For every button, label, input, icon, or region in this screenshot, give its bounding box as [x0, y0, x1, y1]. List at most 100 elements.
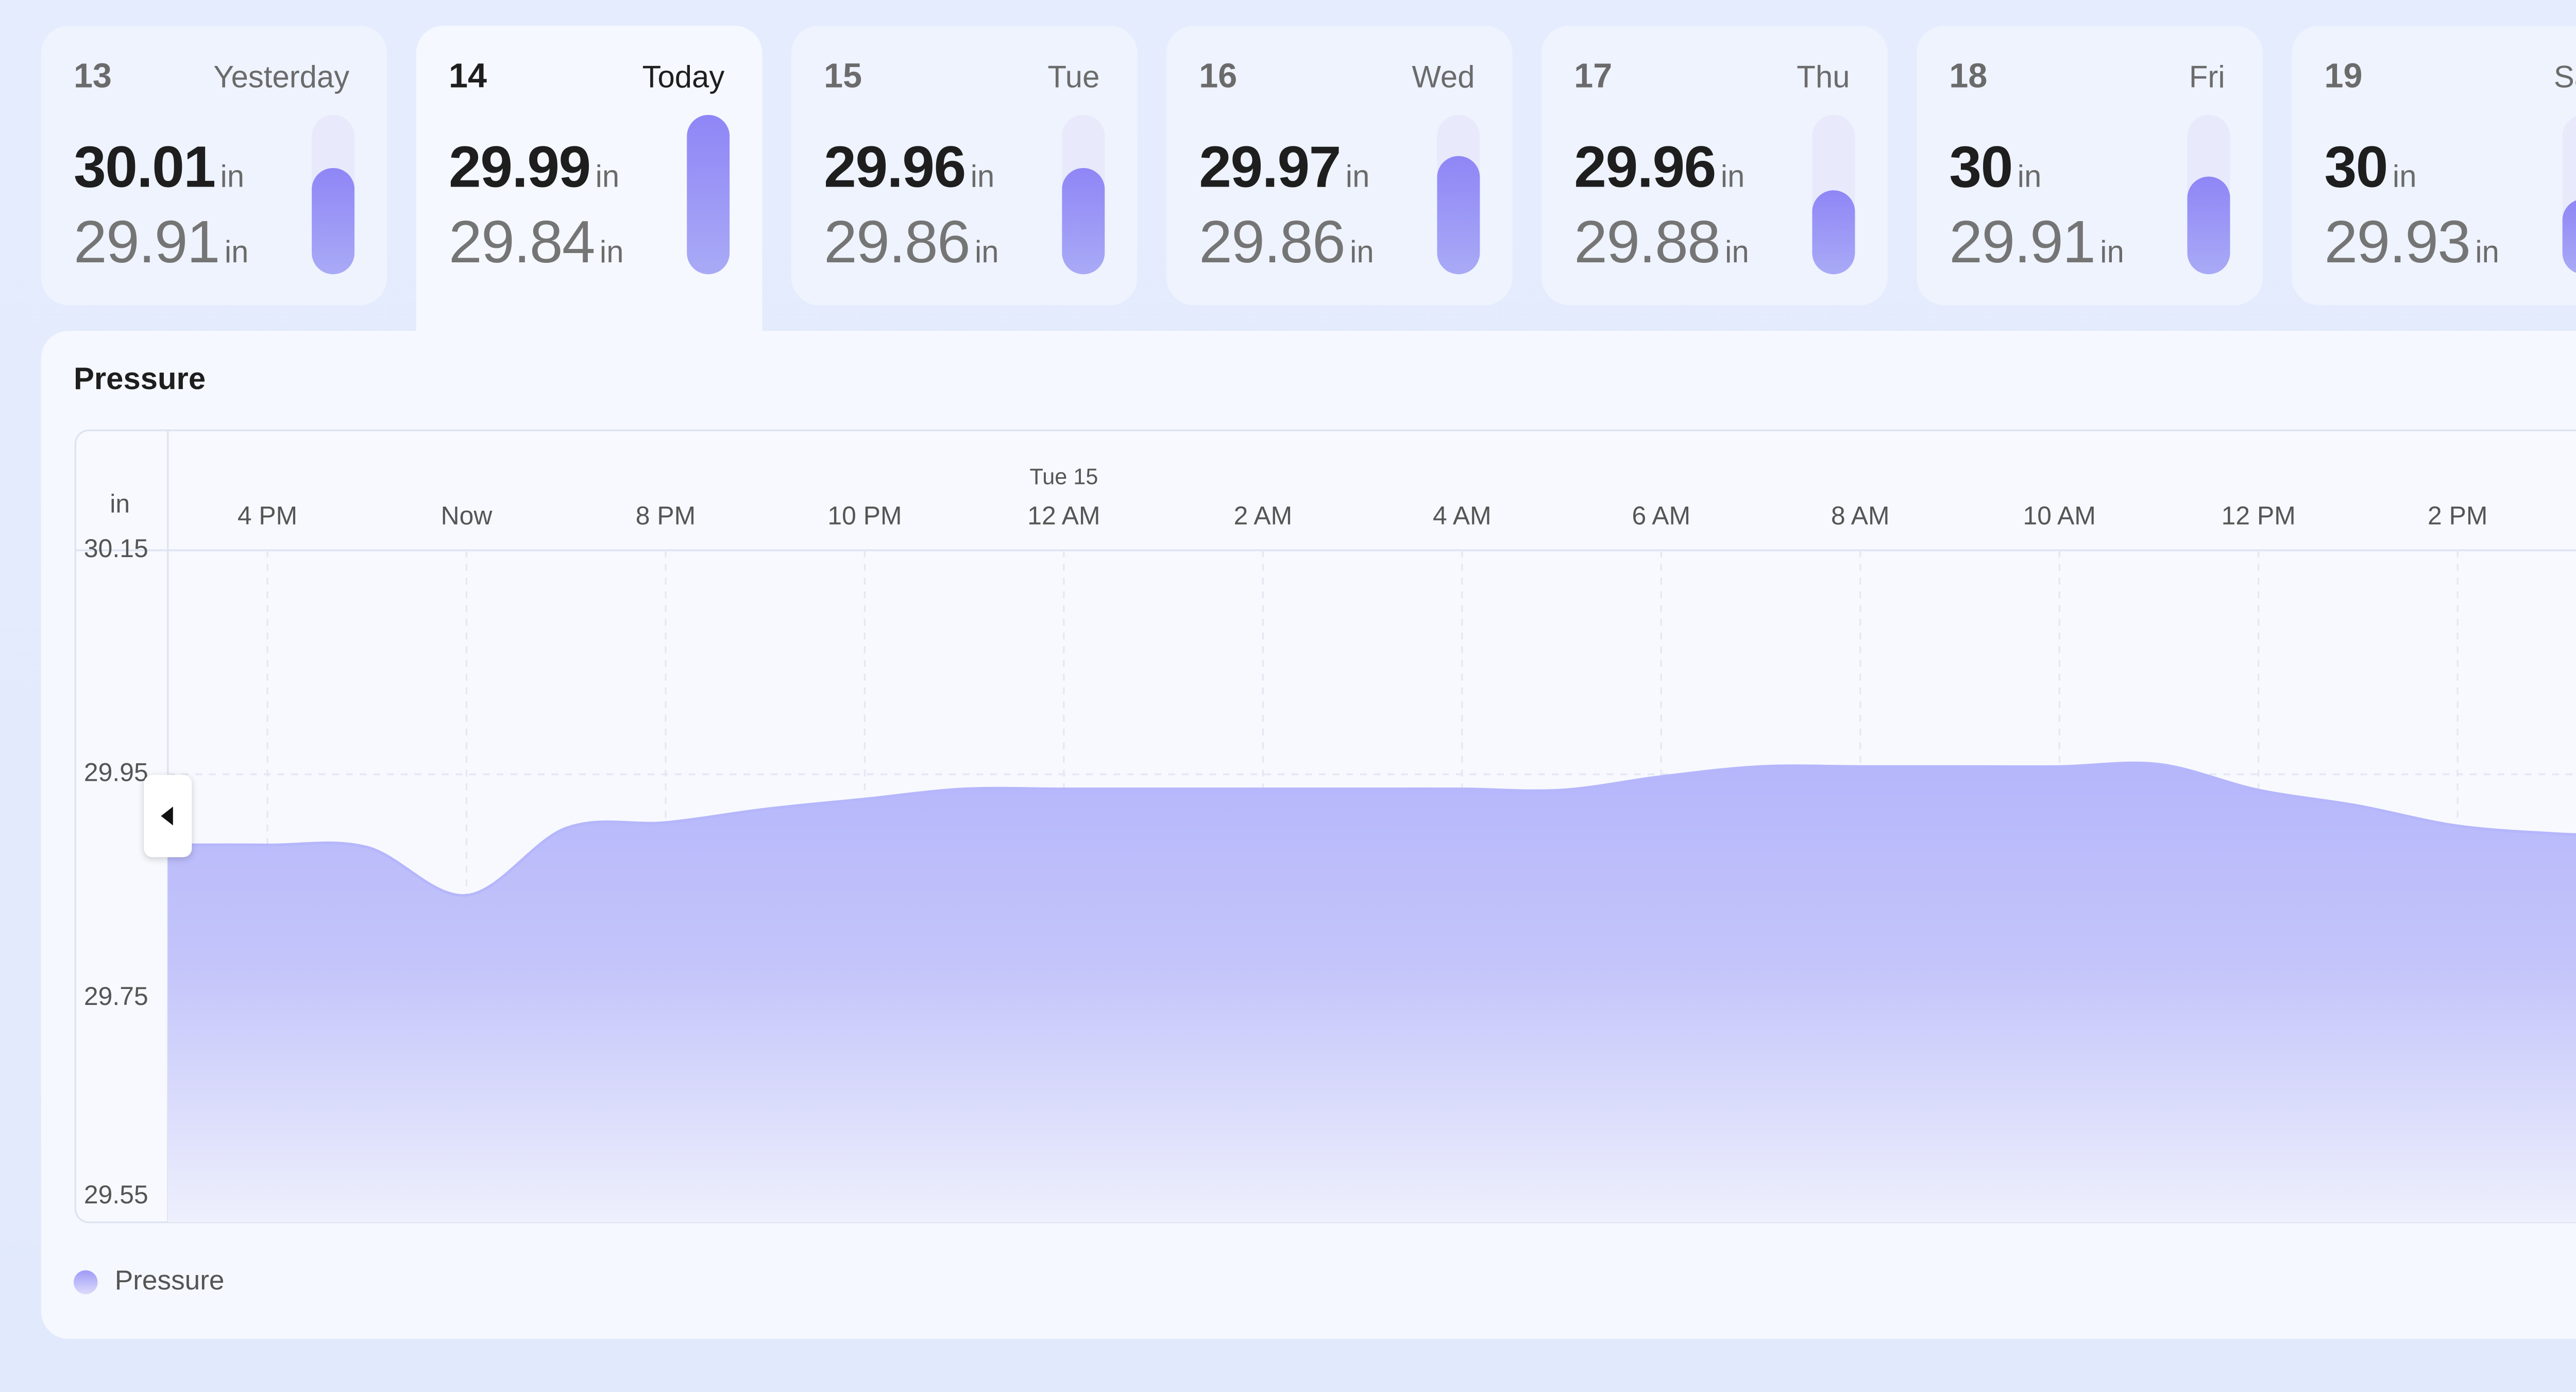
high-pressure: 30 in [2324, 136, 2416, 203]
day-card[interactable]: 14 Today 29.99 in 29.84 in [416, 25, 762, 369]
day-label: Yesterday [213, 60, 350, 94]
gauge-track [1437, 114, 1480, 275]
unit: in [975, 234, 999, 270]
y-tick-label: 30.15 [84, 534, 148, 563]
day-number: 15 [824, 58, 862, 96]
high-pressure: 29.99 in [449, 136, 619, 203]
high-pressure: 29.97 in [1199, 136, 1369, 203]
high-value: 30.01 [73, 135, 216, 201]
day-card[interactable]: 15 Tue 29.96 in 29.86 in [791, 25, 1138, 306]
unit: in [599, 234, 624, 270]
unit: in [1350, 234, 1374, 270]
axis-labels: in 29.55 29.75 29.95 30.15 4 PM Now 8 PM 10 PM 1… [84, 464, 2487, 1209]
low-value: 29.86 [824, 209, 971, 276]
high-pressure: 30 in [1949, 136, 2041, 203]
low-pressure: 29.91 in [74, 209, 248, 278]
day-label: Fri [2189, 60, 2225, 94]
unit: in [2017, 159, 2042, 194]
x-tick-label: 10 PM [827, 501, 902, 530]
day-number: 18 [1949, 58, 1988, 96]
unit: in [970, 159, 995, 194]
day-label: Sat [2553, 60, 2576, 94]
gauge-track [312, 114, 355, 275]
low-value: 29.84 [449, 209, 596, 276]
low-pressure: 29.88 in [1574, 209, 1749, 278]
high-value: 29.96 [1574, 135, 1716, 201]
unit: in [1720, 159, 1745, 194]
day-label: Wed [1412, 60, 1475, 94]
gauge-fill [2187, 177, 2230, 275]
x-tick-label: 12 AM [1027, 501, 1100, 530]
chart-prev-button[interactable] [144, 775, 192, 858]
low-pressure: 29.86 in [1199, 209, 1374, 278]
gauge-fill [1812, 190, 1855, 275]
high-value: 29.99 [449, 135, 591, 201]
legend-marker [73, 1270, 98, 1295]
high-pressure: 29.96 in [824, 136, 994, 203]
unit: in [595, 159, 620, 194]
x-tick-label: 8 AM [1831, 501, 1890, 530]
x-tick-label: Now [441, 501, 493, 530]
low-pressure: 29.86 in [824, 209, 998, 278]
high-value: 30 [2324, 135, 2388, 201]
gauge-fill [687, 114, 730, 275]
gauge-track [1062, 114, 1105, 275]
unit: in [2392, 159, 2417, 194]
unit: in [1345, 159, 1370, 194]
low-pressure: 29.93 in [2324, 209, 2499, 278]
high-pressure: 29.96 in [1574, 136, 1744, 203]
day-number: 13 [73, 58, 112, 96]
area-fill [167, 763, 2576, 1222]
high-pressure: 30.01 in [74, 136, 244, 203]
y-tick-label: 29.95 [84, 758, 148, 787]
x-tick-label: 6 AM [1632, 501, 1691, 530]
x-tick-label: 10 AM [2023, 501, 2096, 530]
x-tick-label: 2 PM [2428, 501, 2487, 530]
low-value: 29.86 [1199, 209, 1346, 276]
day-card[interactable]: 13 Yesterday 30.01 in 29.91 in [41, 25, 387, 306]
day-number: 17 [1574, 58, 1613, 96]
unit: in [2475, 234, 2499, 270]
x-tick-label: 4 PM [238, 501, 297, 530]
low-value: 29.91 [73, 209, 221, 276]
low-value: 29.88 [1574, 209, 1721, 276]
area-line [167, 761, 2576, 897]
high-value: 30 [1949, 135, 2013, 201]
arrow-icon [161, 807, 173, 826]
legend: Pressure [73, 1265, 225, 1296]
plot-area [167, 761, 2576, 1222]
gauge-fill [2562, 199, 2576, 275]
y-tick-label: 29.55 [84, 1180, 148, 1209]
day-number: 19 [2324, 58, 2363, 96]
high-value: 29.96 [824, 135, 966, 201]
legend-label: Pressure [115, 1265, 225, 1296]
gauge-fill [312, 167, 355, 275]
gauge-track [687, 114, 730, 275]
day-card[interactable]: 16 Wed 29.97 in 29.86 in [1166, 25, 1513, 306]
low-pressure: 29.84 in [449, 209, 623, 278]
chart-title: Pressure [73, 361, 206, 396]
x-tick-label: 12 PM [2222, 501, 2296, 530]
date-marker: Tue 15 [1029, 464, 1098, 489]
y-axis-unit: in [110, 489, 130, 518]
day-card[interactable]: 18 Fri 30 in 29.91 in [1917, 25, 2263, 306]
gauge-fill [1062, 167, 1105, 275]
day-label: Tue [1047, 60, 1100, 94]
day-label: Thu [1797, 60, 1850, 94]
unit: in [2100, 234, 2124, 270]
unit: in [1725, 234, 1749, 270]
unit: in [224, 234, 249, 270]
low-value: 29.93 [2324, 209, 2471, 276]
gauge-fill [1437, 156, 1480, 275]
gauge-track [2562, 114, 2576, 275]
gauge-track [2187, 114, 2230, 275]
unit: in [220, 159, 245, 194]
day-number: 14 [449, 58, 487, 96]
low-value: 29.91 [1949, 209, 2096, 276]
day-number: 16 [1199, 58, 1238, 96]
day-card[interactable]: 17 Thu 29.96 in 29.88 in [1541, 25, 1888, 306]
